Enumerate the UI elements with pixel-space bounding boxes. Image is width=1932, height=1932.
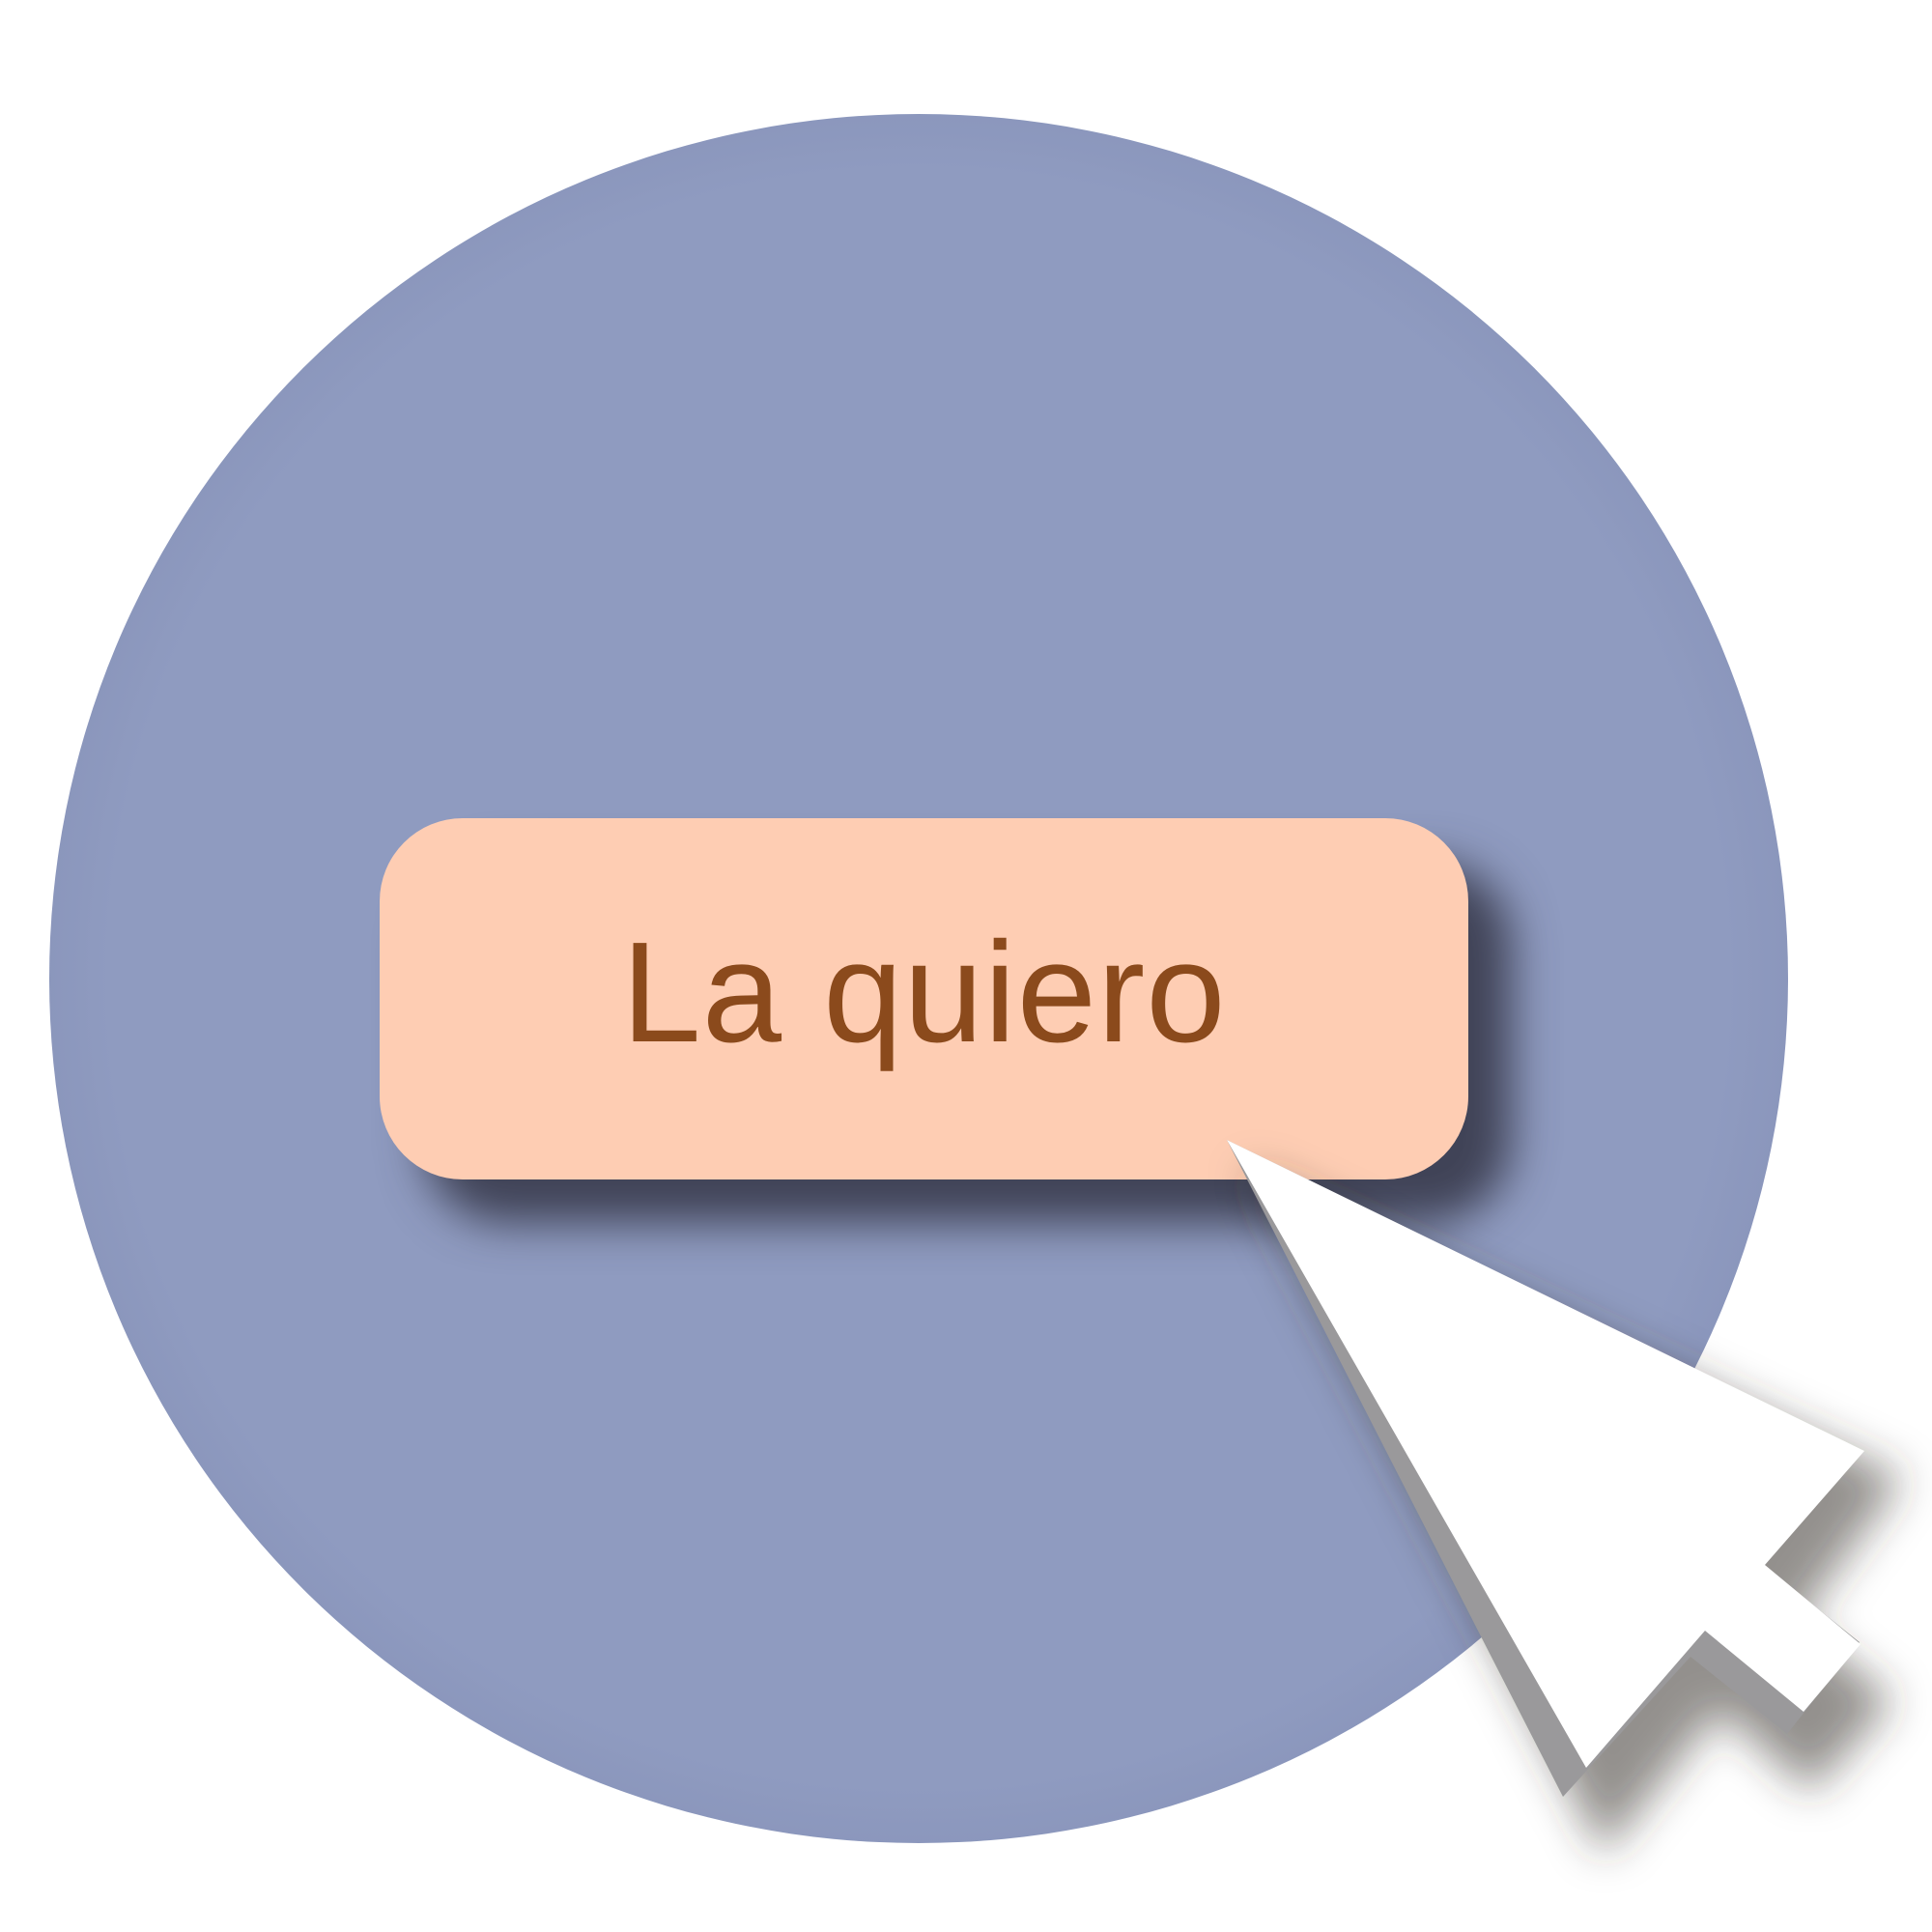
button-label: La quiero [621, 913, 1227, 1072]
la-quiero-button[interactable]: La quiero [380, 818, 1468, 1179]
